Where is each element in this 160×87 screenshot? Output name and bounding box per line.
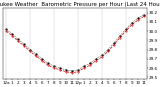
Title: Milwaukee Weather  Barometric Pressure per Hour (Last 24 Hours): Milwaukee Weather Barometric Pressure pe… [0, 2, 160, 7]
